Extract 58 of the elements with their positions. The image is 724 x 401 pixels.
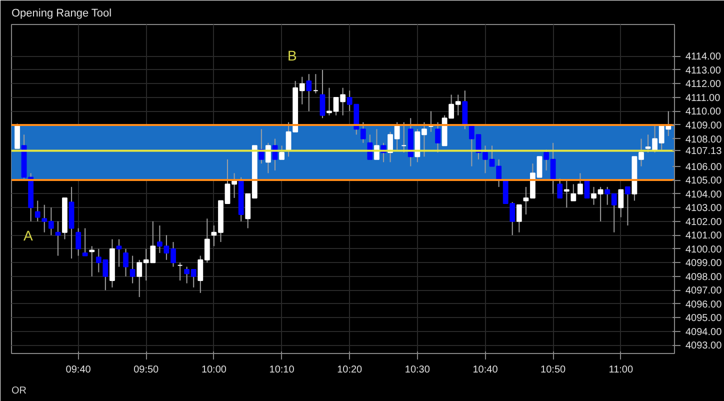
y-tick-label: 4114.00: [686, 52, 722, 63]
candlestick: [564, 180, 570, 208]
y-tick-label: 4110.00: [686, 106, 722, 118]
ref-line-label: 4107.13: [686, 146, 722, 158]
candlestick: [367, 134, 373, 160]
x-tick-label: 10:50: [540, 364, 566, 376]
y-tick-label: 4106.00: [686, 162, 722, 173]
y-tick-label: 4099.00: [686, 258, 722, 270]
y-tick-label: 4097.00: [686, 286, 722, 297]
candlestick: [76, 228, 82, 256]
candlestick: [89, 246, 95, 277]
candlestick: [55, 220, 61, 256]
candlestick: [279, 145, 284, 160]
x-tick-label: 10:30: [404, 364, 430, 376]
y-tick-label: 4100.00: [686, 244, 722, 256]
ref-line-label: 4105.00: [686, 176, 722, 187]
annotation: A: [24, 228, 34, 244]
y-tick-label: 4104.00: [686, 189, 722, 200]
candlestick: [14, 123, 20, 149]
x-tick-label: 09:50: [134, 364, 160, 376]
text: OR: [12, 386, 26, 396]
y-tick-label: 4111.00: [686, 92, 721, 104]
y-tick-label: 4094.00: [686, 326, 722, 338]
y-tick-label: 4095.00: [686, 313, 722, 324]
candlestick: [130, 255, 136, 284]
candlestick: [618, 189, 624, 218]
candlestick: [34, 200, 40, 222]
candlestick: [320, 69, 326, 119]
y-tick-label: 4098.00: [686, 272, 722, 283]
candlestick: [82, 228, 88, 256]
candlestick: [462, 90, 468, 130]
candlestick: [374, 128, 380, 160]
y-tick-label: 4101.00: [686, 230, 722, 242]
x-tick-label: 10:20: [337, 364, 363, 376]
candlestick: [266, 142, 271, 174]
candlestick: [557, 178, 563, 198]
chart-title: Opening Range Tool: [12, 8, 112, 20]
y-tick-label: 4103.00: [686, 203, 722, 214]
x-tick-label: 10:10: [269, 364, 295, 376]
x-tick-label: 11:00: [608, 364, 634, 376]
x-tick-label: 10:40: [472, 364, 498, 376]
candlestick: [123, 248, 128, 277]
candlestick: [625, 186, 630, 226]
candlestick: [306, 74, 312, 112]
ref-line-label: 4109.00: [686, 120, 722, 132]
y-tick-label: 4102.00: [686, 216, 722, 228]
candlestick: [116, 238, 122, 268]
x-tick-label: 10:00: [201, 364, 227, 376]
y-tick-label: 4093.00: [686, 340, 722, 352]
x-tick-label: 09:40: [66, 364, 92, 376]
y-tick-label: 4113.00: [686, 65, 722, 76]
y-tick-label: 4108.00: [686, 134, 722, 146]
candlestick: [584, 180, 590, 198]
candlestick: [516, 204, 522, 233]
y-tick-label: 4112.00: [686, 79, 722, 90]
annotation: B: [288, 48, 297, 64]
candlestick: [435, 122, 440, 154]
y-tick-label: 4096.00: [686, 299, 722, 310]
